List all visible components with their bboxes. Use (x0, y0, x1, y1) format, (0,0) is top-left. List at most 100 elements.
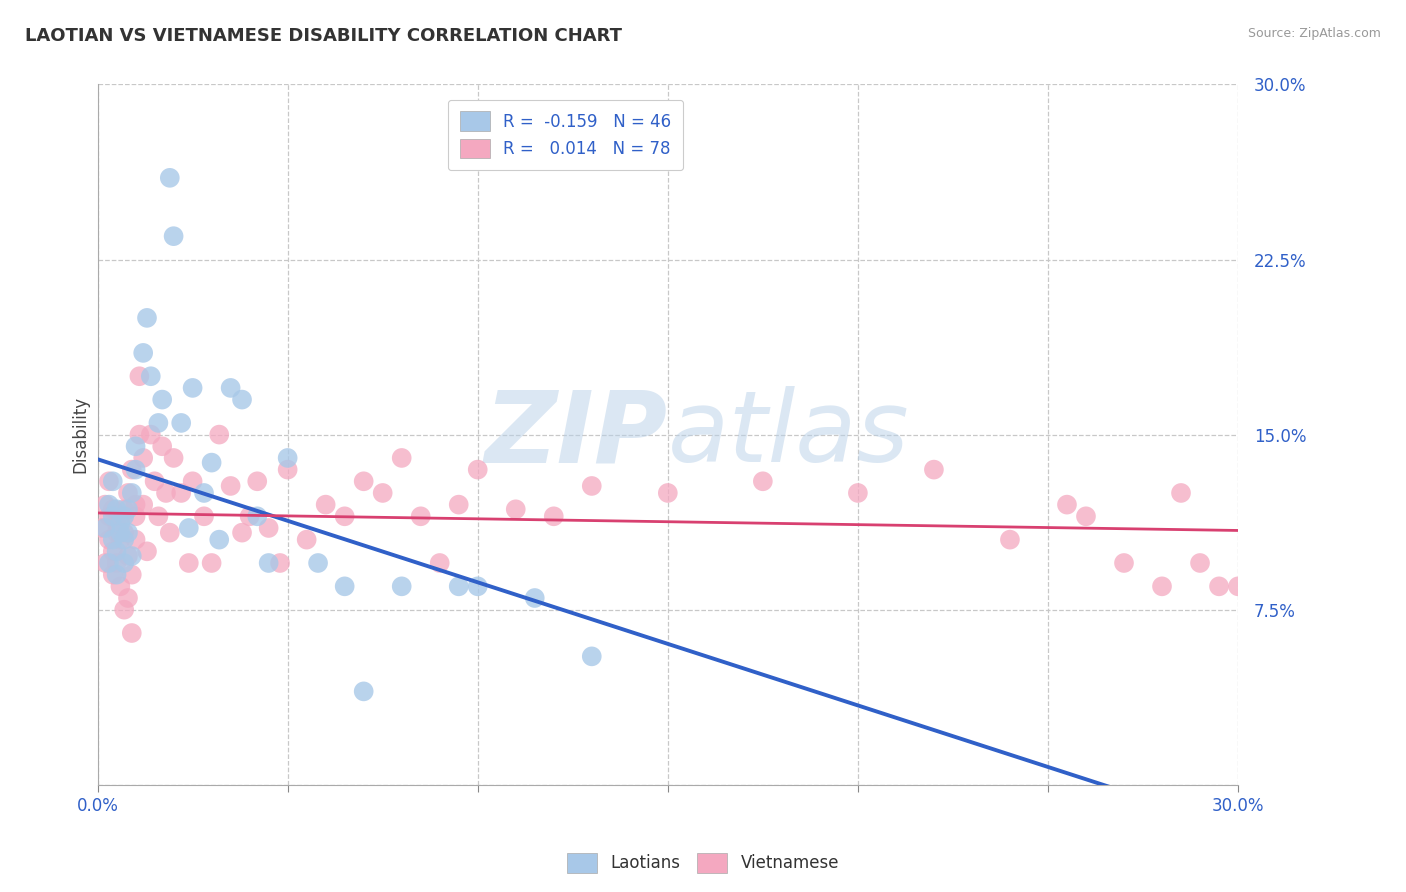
Point (231, 525, 253, 540)
Point (105, 525, 128, 540)
Point (429, 556, 451, 570)
Point (162, 450, 184, 465)
Text: atlas: atlas (668, 386, 910, 483)
Point (112, 502, 135, 516)
Point (467, 579, 489, 593)
Point (148, 509, 170, 524)
Point (136, 310, 159, 325)
Point (447, 579, 470, 593)
Point (159, 170, 181, 185)
Legend: R =  -0.159   N = 46, R =   0.014   N = 78: R = -0.159 N = 46, R = 0.014 N = 78 (449, 100, 683, 170)
Point (143, 475, 166, 489)
Point (105, 544, 128, 558)
Y-axis label: Disability: Disability (72, 396, 89, 473)
Text: LAOTIAN VS VIETNAMESE DISABILITY CORRELATION CHART: LAOTIAN VS VIETNAMESE DISABILITY CORRELA… (25, 27, 623, 45)
Point (391, 450, 413, 465)
Point (124, 439, 146, 453)
Point (581, 479, 603, 493)
Point (117, 502, 139, 516)
Point (124, 533, 146, 547)
Point (124, 462, 146, 476)
Point (170, 416, 193, 430)
Point (110, 516, 132, 531)
Point (193, 509, 215, 524)
Point (98, 509, 121, 524)
Point (177, 521, 200, 535)
Point (94, 556, 117, 570)
Point (101, 509, 124, 524)
Point (112, 556, 135, 570)
Point (353, 684, 375, 698)
Point (391, 579, 413, 593)
Point (246, 509, 269, 524)
Point (112, 602, 135, 616)
Point (219, 381, 242, 395)
Point (523, 591, 546, 605)
Point (101, 544, 124, 558)
Point (98, 498, 121, 512)
Point (124, 498, 146, 512)
Point (128, 427, 150, 442)
Point (1056, 498, 1078, 512)
Point (121, 486, 143, 500)
Point (121, 462, 143, 476)
Point (117, 525, 139, 540)
Point (162, 229, 184, 244)
Point (132, 450, 155, 465)
Point (101, 567, 124, 582)
Point (1150, 579, 1173, 593)
Point (98, 556, 121, 570)
Point (353, 475, 375, 489)
Point (117, 591, 139, 605)
Point (257, 521, 280, 535)
Point (112, 525, 135, 540)
Point (117, 549, 139, 563)
Point (201, 556, 224, 570)
Text: ZIP: ZIP (485, 386, 668, 483)
Point (139, 427, 162, 442)
Point (94, 498, 117, 512)
Point (1208, 579, 1230, 593)
Point (543, 509, 565, 524)
Point (110, 533, 132, 547)
Point (105, 516, 128, 531)
Point (922, 462, 945, 476)
Point (101, 502, 124, 516)
Point (371, 486, 394, 500)
Point (193, 486, 215, 500)
Point (219, 479, 242, 493)
Point (121, 549, 143, 563)
Point (1227, 579, 1250, 593)
Point (239, 509, 262, 524)
Point (657, 486, 679, 500)
Point (208, 427, 231, 442)
Point (257, 556, 280, 570)
Legend: Laotians, Vietnamese: Laotians, Vietnamese (561, 847, 845, 880)
Point (117, 486, 139, 500)
Point (231, 392, 253, 407)
Point (1112, 556, 1135, 570)
Point (121, 567, 143, 582)
Point (124, 509, 146, 524)
Point (295, 533, 318, 547)
Point (110, 579, 132, 593)
Point (315, 498, 337, 512)
Point (110, 509, 132, 524)
Point (150, 439, 173, 453)
Point (98, 533, 121, 547)
Point (181, 475, 204, 489)
Point (333, 579, 356, 593)
Point (121, 626, 143, 640)
Point (150, 392, 173, 407)
Point (94, 521, 117, 535)
Point (110, 525, 132, 540)
Point (752, 475, 775, 489)
Point (90, 521, 112, 535)
Point (307, 556, 329, 570)
Point (1074, 509, 1097, 524)
Point (101, 475, 124, 489)
Point (277, 462, 299, 476)
Point (246, 475, 269, 489)
Point (181, 381, 204, 395)
Text: Source: ZipAtlas.com: Source: ZipAtlas.com (1247, 27, 1381, 40)
